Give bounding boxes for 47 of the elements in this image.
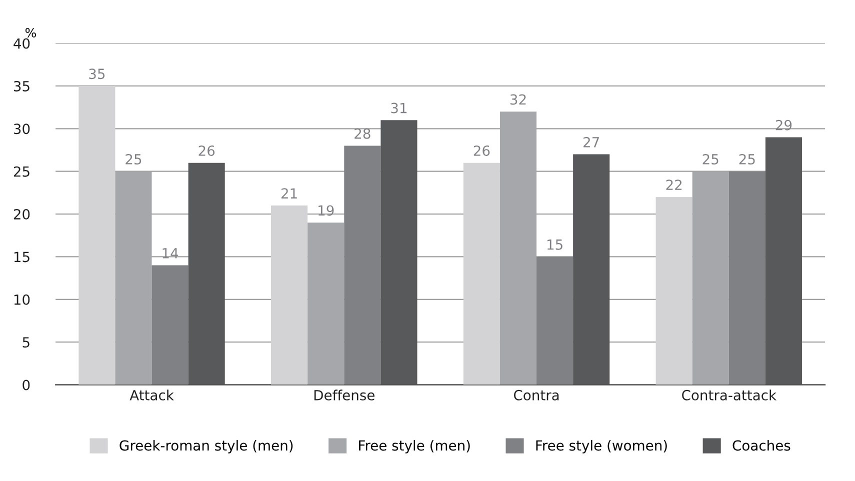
- y-tick-label: 25: [14, 166, 30, 177]
- data-label: 29: [776, 120, 792, 130]
- bar: [536, 256, 574, 385]
- data-label: 19: [318, 205, 334, 216]
- data-label: 31: [391, 102, 407, 114]
- legend-label: Greek-roman style (men): [120, 440, 293, 454]
- data-label: 27: [584, 136, 599, 148]
- y-tick-label: 15: [14, 252, 30, 262]
- x-tick-label: Deffense: [314, 390, 374, 400]
- bar: [765, 137, 802, 385]
- legend-label: Free style (men): [359, 440, 470, 454]
- x-tick-label: Contra-attack: [682, 390, 776, 400]
- bar: [78, 86, 116, 385]
- bar: [308, 222, 344, 385]
- x-tick-label: Contra: [514, 390, 559, 400]
- data-label: 28: [354, 128, 370, 139]
- bar: [271, 206, 308, 385]
- data-label: 26: [474, 145, 490, 156]
- bar: [188, 162, 225, 385]
- y-tick-label: 35: [14, 80, 30, 92]
- data-label: 25: [702, 154, 718, 164]
- legend-label: Coaches: [732, 440, 790, 451]
- bar: [573, 154, 610, 385]
- data-label: 22: [666, 180, 682, 190]
- bar: [344, 146, 381, 385]
- data-label: 21: [281, 188, 297, 198]
- bar: [656, 196, 692, 385]
- legend-label: Free style (women): [536, 440, 667, 454]
- bar: [380, 120, 418, 385]
- data-label: 35: [89, 68, 105, 80]
- y-tick-label: 5: [22, 337, 30, 348]
- y-tick-label: 20: [14, 209, 30, 220]
- data-label: 25: [739, 154, 755, 164]
- data-label: 26: [198, 145, 215, 156]
- data-label: 25: [126, 154, 142, 164]
- bar: [463, 162, 500, 385]
- x-tick-label: Attack: [130, 390, 174, 400]
- bar: [728, 171, 766, 385]
- y-tick-label: 10: [14, 294, 30, 305]
- data-label: 15: [547, 240, 562, 250]
- data-label: 32: [510, 94, 526, 105]
- y-tick-label: 0: [22, 380, 30, 390]
- y-axis-title: %: [25, 28, 36, 38]
- bar: [152, 265, 188, 385]
- data-label: 14: [162, 248, 178, 258]
- y-tick-label: 30: [14, 124, 30, 134]
- y-tick-label: 40: [14, 38, 30, 49]
